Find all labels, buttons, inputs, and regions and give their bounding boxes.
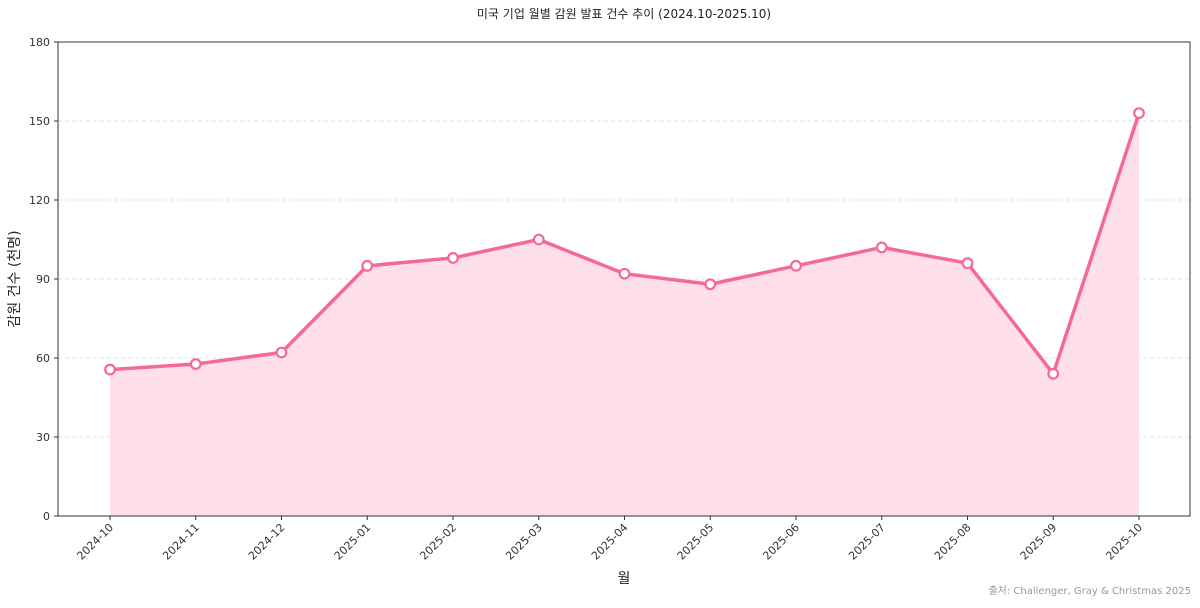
data-point [618,267,631,280]
area-fill [110,113,1139,516]
data-point [1133,107,1145,119]
y-tick-label: 180 [29,36,50,49]
data-point [104,363,116,376]
data-point [961,257,974,270]
x-axis-title: 월 [618,571,631,587]
data-point [447,252,459,264]
y-tick-label: 0 [43,510,50,523]
y-tick-label: 90 [36,273,50,286]
y-tick-label: 60 [36,352,50,365]
y-axis-title: 감원 건수 (천명) [7,230,23,327]
source-note: 출처: Challenger, Gray & Christmas 2025 [988,585,1191,597]
data-point [361,259,374,272]
data-point [875,241,888,254]
data-point [189,358,202,370]
data-point [704,278,717,291]
y-tick-label: 120 [29,194,50,207]
y-tick-label: 30 [36,431,50,444]
data-point [532,233,545,246]
data-point [1047,367,1060,380]
data-point [790,259,802,272]
data-point [275,346,288,359]
y-tick-label: 150 [29,115,50,128]
chart-title: 미국 기업 월별 감원 발표 건수 추이 (2024.10-2025.10) [477,7,771,21]
